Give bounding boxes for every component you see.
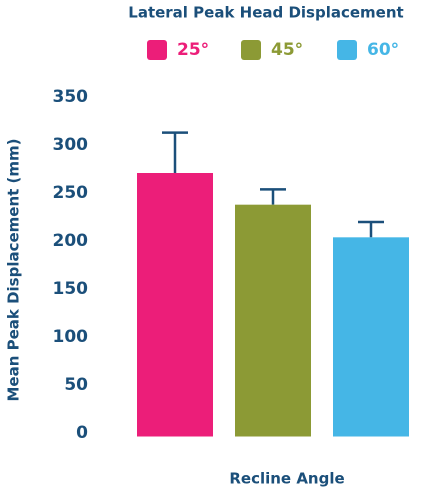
y-tick-label: 150 (53, 279, 89, 299)
legend-label: 45° (271, 40, 303, 60)
bar (333, 237, 409, 437)
y-tick-label: 350 (53, 87, 89, 107)
y-tick-label: 200 (53, 231, 89, 251)
y-axis-label: Mean Peak Displacement (mm) (5, 138, 23, 401)
bar (137, 173, 213, 437)
legend-label: 25° (177, 40, 209, 60)
legend-swatch (337, 40, 357, 60)
y-tick-label: 250 (53, 183, 89, 203)
y-tick-label: 50 (64, 375, 88, 395)
x-axis-label: Recline Angle (229, 470, 344, 488)
y-tick-label: 100 (53, 327, 89, 347)
chart-title: Lateral Peak Head Displacement (128, 4, 403, 22)
legend-label: 60° (367, 40, 399, 60)
bar (235, 204, 311, 437)
y-tick-label: 0 (76, 423, 88, 443)
legend-swatch (241, 40, 261, 60)
y-tick-label: 300 (53, 135, 89, 155)
legend-swatch (147, 40, 167, 60)
